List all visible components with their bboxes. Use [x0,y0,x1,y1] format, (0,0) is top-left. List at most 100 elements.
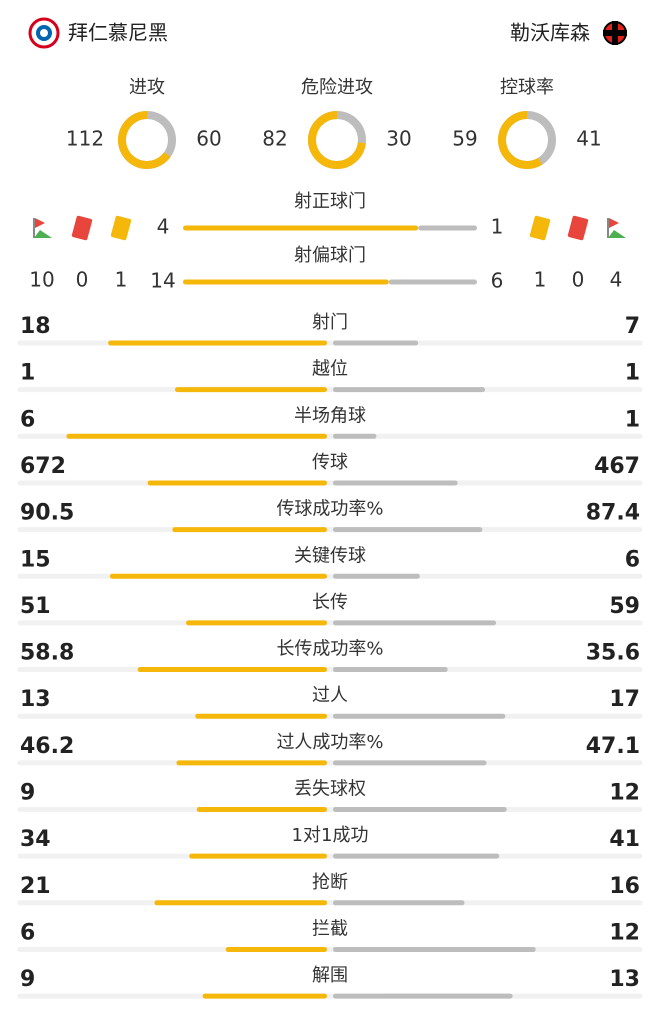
away-value: 1 [625,407,640,432]
corner-flag-icon [608,230,626,238]
away-bar [333,807,507,812]
home-bar [137,667,327,673]
stat-label: 越位 [312,359,348,380]
away-bar [333,713,506,719]
home-yellow-cards: 1 [115,268,128,292]
shot-label: 射偏球门 [294,245,366,266]
away-red-cards: 0 [572,268,585,292]
home-value: 13 [20,687,51,712]
home-value: 46.2 [20,734,74,759]
away-value: 16 [609,874,640,899]
stat-label: 过人成功率% [276,732,383,753]
home-bar [183,279,389,285]
red-card-icon [71,215,93,241]
home-arc [118,111,171,169]
home-bar [109,573,327,579]
yellow-card-icon [529,215,551,241]
yellow-card-icon [110,215,132,241]
away-value: 47.1 [586,734,640,759]
away-bar [333,573,420,579]
stat-label: 传球成功率% [276,499,383,520]
home-value: 9 [20,967,35,992]
away-value: 59 [609,594,640,619]
away-value: 12 [609,920,640,945]
away-bar [333,433,377,439]
away-bar [333,527,483,533]
home-value: 112 [66,127,104,151]
home-value: 51 [20,594,51,619]
away-value: 7 [625,314,640,339]
away-bar [333,340,419,346]
away-bar [333,387,485,393]
away-corners: 4 [610,268,623,292]
away-value: 13 [609,967,640,992]
home-value: 90.5 [20,501,74,526]
home-bar [196,807,327,812]
home-bar [195,713,327,719]
home-bar [172,527,327,533]
away-value: 12 [609,781,640,806]
away-team: 勒沃库森 [510,21,590,45]
shot-label: 射正球门 [294,191,366,212]
home-bar [183,225,419,231]
away-bar [388,279,477,285]
corner-flag-icon [35,218,45,228]
away-value: 6 [625,547,640,572]
home-value: 18 [20,314,51,339]
home-logo [28,17,60,49]
stat-label: 长传成功率% [276,639,383,660]
home-value: 15 [20,547,51,572]
away-bar [418,225,477,231]
home-value: 6 [20,407,35,432]
away-value: 17 [609,687,640,712]
corner-flag-icon [34,230,52,238]
away-value: 467 [594,454,640,479]
stat-label: 抢断 [312,872,348,893]
home-value: 82 [262,127,287,151]
away-value: 30 [386,127,411,151]
away-bar [333,946,536,952]
stat-label: 射门 [312,312,348,333]
away-value: 1 [491,215,504,239]
home-red-cards: 0 [76,268,89,292]
home-bar [147,480,327,486]
red-card-icon [567,215,589,241]
away-bar [333,900,465,906]
home-bar [202,993,327,999]
away-bar [333,760,487,766]
home-bar [108,340,328,346]
away-value: 6 [491,269,504,293]
stat-label: 1对1成功 [292,825,369,846]
home-value: 21 [20,874,51,899]
corner-flag-icon [609,218,619,228]
home-bar [225,946,327,952]
home-value: 14 [150,269,175,293]
stat-label: 过人 [312,685,348,706]
home-value: 1 [20,361,35,386]
home-bar [189,853,327,859]
away-bar [333,993,513,999]
away-bar [333,620,497,626]
home-bar [154,900,327,906]
home-value: 58.8 [20,641,74,666]
stat-label: 关键传球 [294,545,366,566]
home-bar [186,620,327,626]
home-value: 59 [452,127,477,151]
ratio-label: 控球率 [500,77,554,98]
home-team: 拜仁慕尼黑 [68,21,168,45]
away-bar [333,853,500,859]
away-value: 87.4 [586,501,640,526]
home-arc [308,111,366,169]
home-value: 4 [157,215,170,239]
stat-label: 半场角球 [294,405,366,426]
stat-label: 传球 [312,452,348,473]
stat-label: 拦截 [312,918,348,939]
home-bar [66,433,327,439]
away-value: 1 [625,361,640,386]
away-value: 35.6 [586,641,640,666]
home-value: 9 [20,781,35,806]
ratio-label: 进攻 [129,77,165,98]
ratio-label: 危险进攻 [301,77,373,98]
home-value: 6 [20,920,35,945]
